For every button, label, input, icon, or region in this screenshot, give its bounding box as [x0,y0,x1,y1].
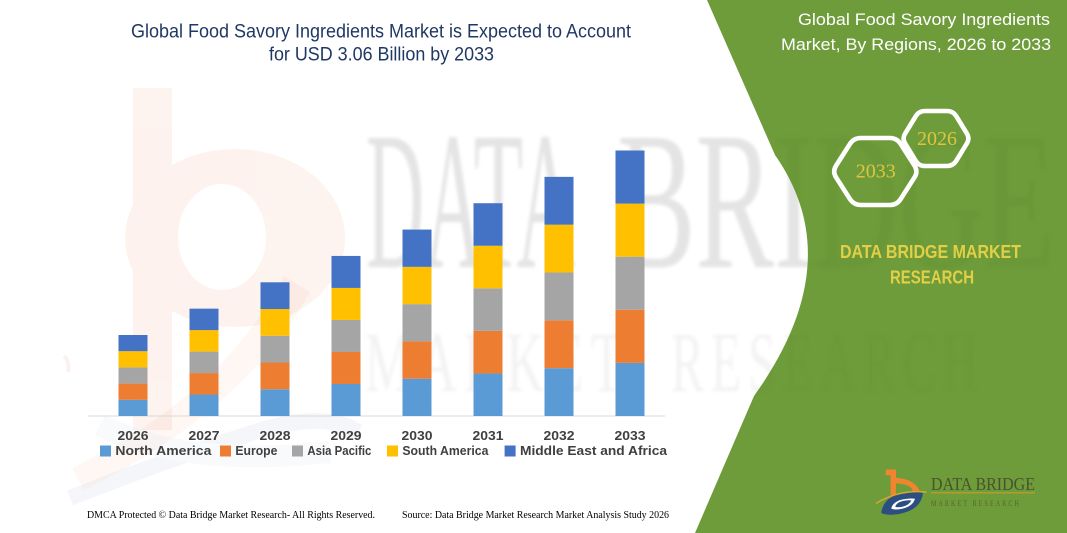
svg-text:Middle East and Africa: Middle East and Africa [520,443,668,458]
svg-text:MARKET RESEARCH: MARKET RESEARCH [931,498,1021,508]
svg-text:2030: 2030 [402,428,433,443]
svg-text:2026: 2026 [917,128,957,150]
svg-text:DMCA Protected © Data Bridge M: DMCA Protected © Data Bridge Market Rese… [87,510,375,521]
svg-text:DATA BRIDGE MARKET: DATA BRIDGE MARKET [840,242,1021,262]
svg-text:North America: North America [115,443,212,458]
svg-text:2033: 2033 [856,161,896,183]
svg-text:Market, By Regions, 2026 to 20: Market, By Regions, 2026 to 2033 [781,35,1051,54]
svg-text:Global Food Savory Ingredients: Global Food Savory Ingredients [798,10,1050,29]
svg-text:South America: South America [402,443,489,458]
svg-text:2028: 2028 [260,428,291,443]
svg-text:2029: 2029 [331,428,362,443]
svg-text:2031: 2031 [473,428,504,443]
svg-text:for USD 3.06 Billion by 2033: for USD 3.06 Billion by 2033 [269,45,494,66]
svg-text:2033: 2033 [615,428,646,443]
svg-text:Source: Data Bridge Market Res: Source: Data Bridge Market Research Mark… [402,510,669,521]
svg-text:Asia Pacific: Asia Pacific [307,443,371,458]
svg-text:2032: 2032 [544,428,575,443]
svg-text:2026: 2026 [118,428,149,443]
svg-text:Global Food Savory Ingredients: Global Food Savory Ingredients Market is… [131,22,632,43]
svg-text:2027: 2027 [189,428,220,443]
svg-text:RESEARCH: RESEARCH [890,268,974,288]
svg-text:Europe: Europe [235,443,277,458]
svg-text:DATA: DATA [366,91,575,310]
svg-text:DATA BRIDGE: DATA BRIDGE [931,474,1035,494]
